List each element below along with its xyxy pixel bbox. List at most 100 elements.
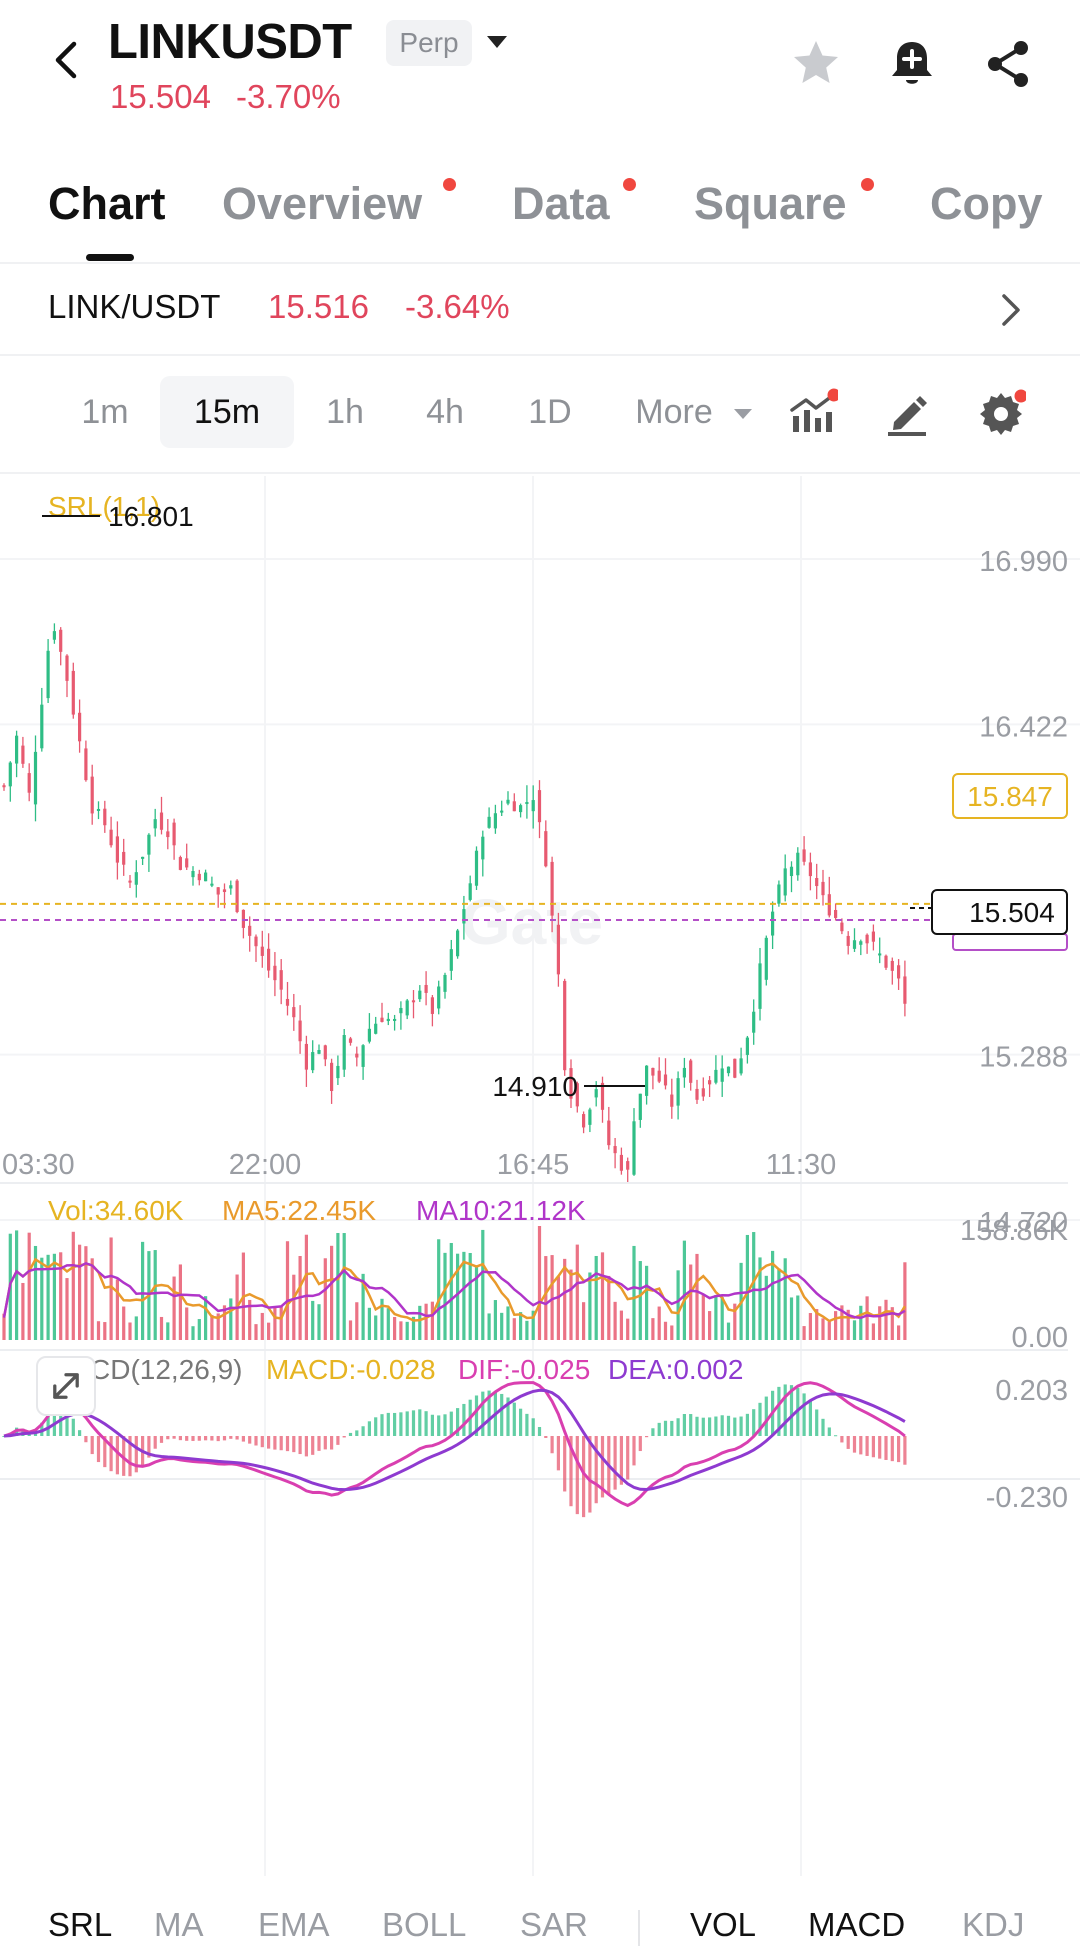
macd-bar xyxy=(462,1403,466,1436)
back-arrow-icon[interactable] xyxy=(48,40,88,80)
interval-4h[interactable]: 4h xyxy=(426,393,464,431)
macd-bar xyxy=(619,1436,623,1485)
candle xyxy=(764,935,768,986)
interval-1d[interactable]: 1D xyxy=(528,393,572,431)
chevron-right-icon xyxy=(1002,294,1020,326)
volume-bar xyxy=(342,1233,346,1340)
fullscreen-expand-icon[interactable] xyxy=(36,1356,96,1416)
volume-bar xyxy=(456,1253,460,1340)
interval-more[interactable]: More xyxy=(635,393,713,431)
tab-copy[interactable]: Copy xyxy=(930,178,1043,229)
header: LINKUSDT Perp 15.504 -3.70% xyxy=(0,0,1080,130)
indicator-macd[interactable]: MACD xyxy=(808,1906,906,1943)
macd-bar xyxy=(386,1412,390,1436)
bell-plus-icon[interactable] xyxy=(884,36,940,92)
macd-bar xyxy=(279,1436,283,1451)
candle xyxy=(229,880,233,895)
candle xyxy=(871,924,875,951)
tab-square[interactable]: Square xyxy=(694,178,847,229)
volume-bar xyxy=(374,1315,378,1340)
indicator-sar[interactable]: SAR xyxy=(520,1906,588,1943)
dea-value: DEA:0.002 xyxy=(608,1354,743,1385)
macd-bar xyxy=(714,1416,718,1436)
symbol-title[interactable]: LINKUSDT xyxy=(108,15,352,69)
candle xyxy=(78,699,82,753)
volume-bar xyxy=(267,1322,271,1340)
volume-bar xyxy=(122,1306,126,1340)
candle xyxy=(481,830,485,877)
candle xyxy=(588,1107,592,1133)
candle xyxy=(739,1047,743,1076)
kline-chart[interactable]: Gate SRL(1,1) 16.990 16.422 15.288 14.72… xyxy=(0,476,1080,1876)
macd-bar xyxy=(884,1436,888,1460)
indicator-boll[interactable]: BOLL xyxy=(382,1906,467,1943)
macd-bar xyxy=(758,1402,762,1436)
candle xyxy=(166,819,170,850)
time-tick: 22:00 xyxy=(229,1149,302,1181)
macd-bar xyxy=(52,1403,56,1436)
interval-1h[interactable]: 1h xyxy=(326,393,364,431)
volume-bar xyxy=(594,1255,598,1340)
volume-bar xyxy=(890,1307,894,1340)
star-icon[interactable] xyxy=(788,36,844,92)
spot-pair-row[interactable]: LINK/USDT 15.516 -3.64% xyxy=(0,266,1080,356)
volume-bar xyxy=(670,1325,674,1340)
tab-chart[interactable]: Chart xyxy=(48,178,166,229)
interval-15m[interactable]: 15m xyxy=(160,376,294,448)
candle xyxy=(456,928,460,959)
volume-bar xyxy=(323,1258,327,1340)
candle xyxy=(115,821,119,880)
volume-bar xyxy=(733,1303,737,1340)
macd-bar xyxy=(285,1436,290,1452)
tab-data[interactable]: Data xyxy=(512,178,610,229)
volume-bar xyxy=(840,1305,844,1340)
candle xyxy=(204,869,208,882)
candle xyxy=(52,623,56,644)
candle xyxy=(141,856,145,865)
candle xyxy=(122,838,126,876)
candle xyxy=(897,959,901,990)
volume-bar xyxy=(15,1230,19,1340)
header-last-price: 15.504 xyxy=(110,78,211,115)
draw-pencil-icon[interactable] xyxy=(882,388,932,438)
candle xyxy=(418,985,422,1002)
macd-bar xyxy=(348,1432,353,1436)
volume-bar xyxy=(846,1309,850,1340)
volume-bar xyxy=(254,1324,258,1340)
indicator-kdj[interactable]: KDJ xyxy=(962,1906,1025,1943)
chevron-down-icon[interactable] xyxy=(482,28,512,58)
volume-bar xyxy=(771,1250,775,1340)
volume-bar xyxy=(21,1282,25,1340)
settings-gear-icon[interactable] xyxy=(976,388,1026,438)
macd-bar xyxy=(689,1414,693,1436)
candle xyxy=(134,860,138,898)
indicator-srl[interactable]: SRL xyxy=(48,1906,113,1943)
volume-bar xyxy=(645,1265,649,1340)
pair-name: LINK/USDT xyxy=(48,288,221,325)
indicator-ma[interactable]: MA xyxy=(154,1906,204,1943)
candle xyxy=(796,847,800,881)
macd-bar xyxy=(657,1422,661,1436)
indicator-ema[interactable]: EMA xyxy=(258,1906,330,1943)
volume-bar xyxy=(367,1307,371,1340)
candle xyxy=(449,939,453,981)
indicators-icon[interactable] xyxy=(788,388,838,438)
macd-bar xyxy=(115,1436,119,1475)
macd-bar xyxy=(449,1411,453,1436)
chart-area[interactable]: Gate SRL(1,1) 16.990 16.422 15.288 14.72… xyxy=(0,476,1080,1876)
macd-bar xyxy=(254,1436,258,1446)
share-icon[interactable] xyxy=(980,36,1036,92)
volume-bar xyxy=(834,1311,838,1340)
interval-1m[interactable]: 1m xyxy=(81,393,129,431)
macd-bar xyxy=(443,1414,447,1436)
last-price-tag[interactable] xyxy=(931,889,1068,935)
indicator-vol[interactable]: VOL xyxy=(690,1906,757,1943)
candle xyxy=(191,866,195,886)
tab-overview[interactable]: Overview xyxy=(222,178,423,229)
macd-bar xyxy=(733,1417,737,1436)
candle xyxy=(411,990,416,1019)
volume-bar xyxy=(714,1295,718,1340)
macd-bar xyxy=(292,1436,296,1453)
volume-bar xyxy=(279,1305,283,1340)
candle xyxy=(619,1147,623,1175)
